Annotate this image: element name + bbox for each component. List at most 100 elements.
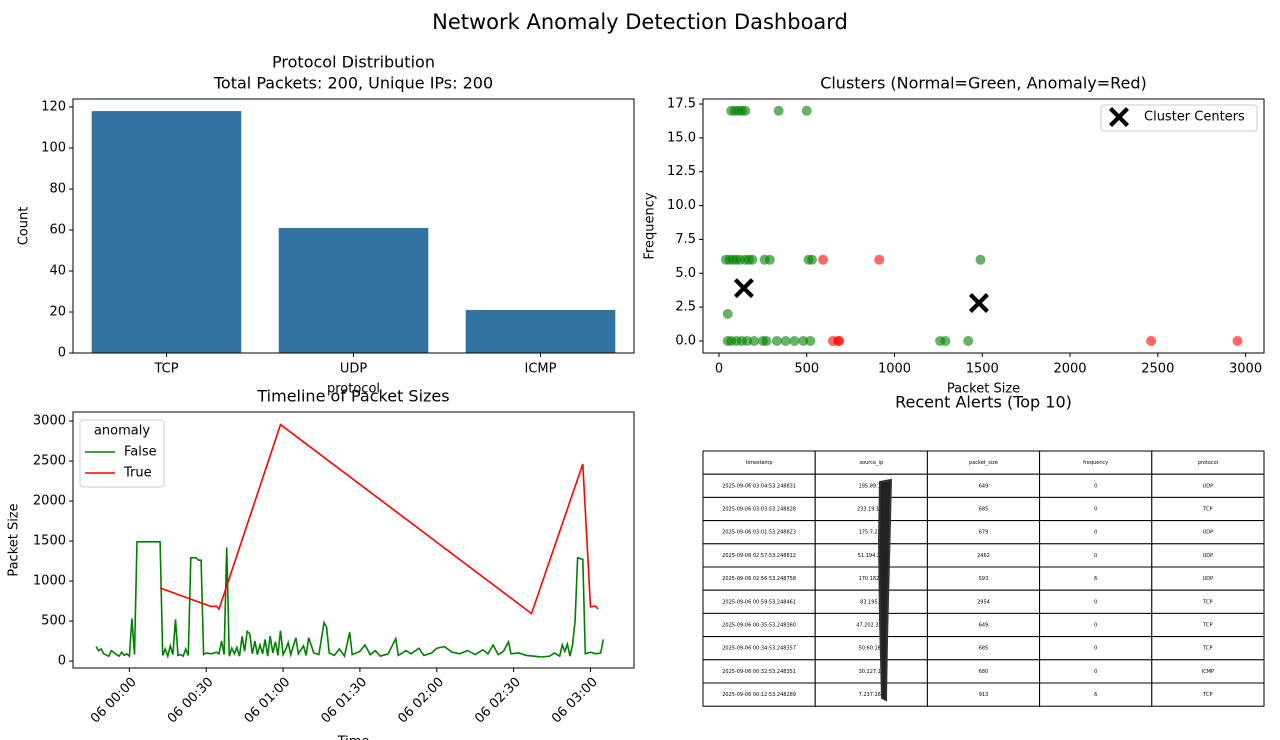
x-tick-label: 06 02:30 <box>472 675 524 727</box>
y-tick-label: 2500 <box>33 453 66 468</box>
axes-frame <box>72 411 635 669</box>
point <box>780 335 791 346</box>
x-tick-label: 06 03:00 <box>549 675 601 727</box>
legend-box <box>1100 104 1258 132</box>
x-tick-label: 1500 <box>966 362 999 377</box>
point <box>740 105 751 116</box>
table-cell: 30.227.13 <box>859 669 884 675</box>
point <box>742 335 753 346</box>
table-cell: 913 <box>979 692 989 698</box>
axes-frame <box>702 98 1265 354</box>
table-cell: TCP <box>1202 646 1212 652</box>
y-tick-label: 5.0 <box>675 266 696 281</box>
x-tick-label: 06 00:00 <box>88 675 140 727</box>
table-cell-cell <box>1151 682 1265 707</box>
y-tick-label: 3000 <box>33 413 66 428</box>
x-tick-label: 1000 <box>878 362 911 377</box>
table-cell: 83.195.3 <box>860 599 882 605</box>
table-cell: 2025-09-06 00:59:53.248461 <box>722 599 796 605</box>
y-tick-label: 1500 <box>33 534 66 549</box>
x-tick-label: 2500 <box>1141 362 1174 377</box>
point <box>940 335 951 346</box>
table-cell: 649 <box>979 623 989 629</box>
table-cell: UDP <box>1203 530 1214 536</box>
table-cell: UDP <box>1203 553 1214 559</box>
x-axis-label: protocol <box>327 382 380 397</box>
table-cell: 679 <box>979 530 989 536</box>
bar <box>465 309 616 353</box>
legend-box <box>79 419 165 488</box>
series-line <box>159 423 599 615</box>
y-tick-label: 100 <box>41 140 66 155</box>
table-cell: TCP <box>1202 623 1212 629</box>
x-tick-label: 06 02:00 <box>395 675 447 727</box>
table-cell: 170.182.1 <box>859 576 884 582</box>
table-cell: TCP <box>1202 507 1212 513</box>
point <box>761 335 772 346</box>
chart-subtitle: Total Packets: 200, Unique IPs: 200 <box>213 74 493 93</box>
cluster-center <box>733 278 754 299</box>
point <box>773 105 784 116</box>
table-cell: 195.89.18 <box>859 483 884 489</box>
table-cell: 2025-09-06 02:57:53.248812 <box>722 553 796 559</box>
point <box>874 254 885 265</box>
point <box>749 335 760 346</box>
point <box>789 335 800 346</box>
table-cell: ICMP <box>1202 669 1214 675</box>
column-header: protocol <box>1198 460 1218 466</box>
table-cell: 6 <box>1094 692 1097 698</box>
table-cell: 2954 <box>977 599 990 605</box>
point <box>1232 335 1243 346</box>
point <box>801 105 812 116</box>
table-cell: 2025-09-06 00:32:53.248351 <box>722 669 796 675</box>
point <box>747 254 758 265</box>
point <box>975 254 986 265</box>
column-header: timestamp <box>746 460 773 466</box>
y-tick-label: 15.0 <box>667 130 696 145</box>
point <box>807 254 818 265</box>
table-cell: 2025-09-06 03:01:53.248823 <box>722 530 796 536</box>
series-line <box>95 541 605 659</box>
cluster-center <box>968 293 989 314</box>
table-cell: UDP <box>1203 483 1214 489</box>
y-axis-label: Packet Size <box>7 503 22 576</box>
x-axis-label: Packet Size <box>947 382 1020 397</box>
x-tick-label: 06 01:30 <box>318 675 370 727</box>
point <box>1146 335 1157 346</box>
table-cell: 47.202.32.1 <box>856 623 886 629</box>
point <box>963 335 974 346</box>
table-cell: 2025-09-06 00:34:53.248357 <box>722 646 796 652</box>
table-cell: 50.60.166 <box>859 646 884 652</box>
bar <box>278 227 429 353</box>
table-cell: 680 <box>979 669 989 675</box>
y-tick-label: 500 <box>41 614 66 629</box>
column-header: frequency <box>1083 460 1108 466</box>
y-tick-label: 2.5 <box>675 300 696 315</box>
x-tick-label: 06 01:00 <box>242 675 294 727</box>
x-tick-label: ICMP <box>525 362 557 377</box>
table-cell: 51.194.2.2 <box>858 553 885 559</box>
axes-frame <box>72 98 635 354</box>
table-cell: TCP <box>1202 692 1212 698</box>
legend-marker <box>1109 107 1129 127</box>
table-cell: 0 <box>1094 483 1097 489</box>
table-cell: 2025-09-06 00:12:53.248289 <box>722 692 796 698</box>
bar <box>91 111 242 353</box>
chart-title: Timeline of Packet Sizes <box>256 387 449 406</box>
table-cell: 175.7.216 <box>859 530 884 536</box>
occlusion-artifact <box>877 478 893 702</box>
column-header: packet_size <box>969 460 998 466</box>
table-cell: 0 <box>1094 599 1097 605</box>
table-cell: 7.237.169 <box>859 692 884 698</box>
legend-label: False <box>124 445 157 460</box>
table-cell: 0 <box>1094 553 1097 559</box>
table-cell: 0 <box>1094 507 1097 513</box>
table-cell: 2025-09-06 00:35:53.248360 <box>722 623 796 629</box>
y-axis-label: Frequency <box>643 192 658 259</box>
x-tick-label: TCP <box>153 362 178 377</box>
y-axis-label: Count <box>17 207 32 246</box>
legend-title: anomaly <box>94 424 150 439</box>
x-axis-label: Time <box>337 735 370 740</box>
